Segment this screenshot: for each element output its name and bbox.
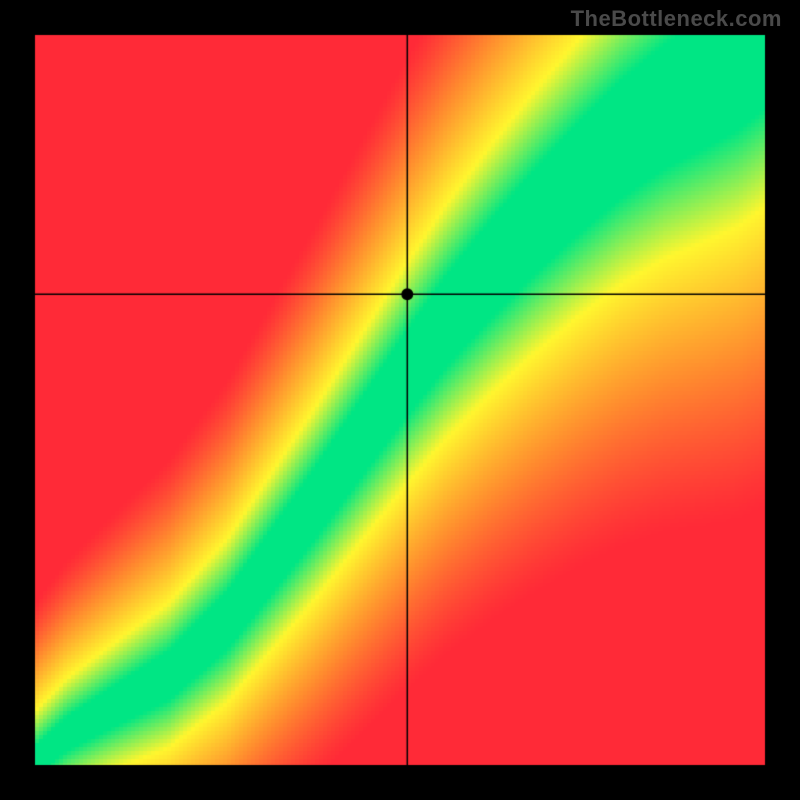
watermark-text: TheBottleneck.com xyxy=(571,6,782,32)
bottleneck-heatmap xyxy=(0,0,800,800)
chart-container: TheBottleneck.com xyxy=(0,0,800,800)
